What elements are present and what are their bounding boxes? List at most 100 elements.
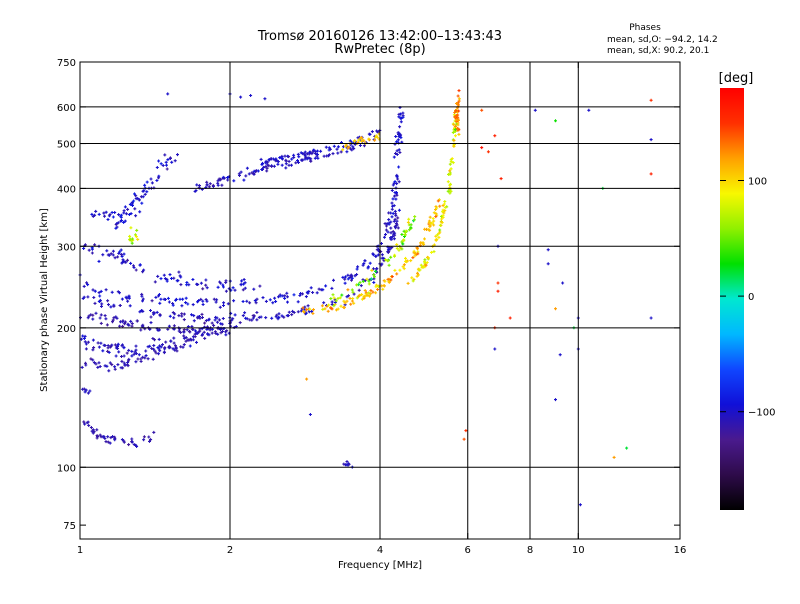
data-point xyxy=(142,435,146,439)
data-point xyxy=(332,304,336,308)
axis-ticks: 1 2 4 6 8 10 16 75 100 200 300 400 500 600 750 xyxy=(57,58,686,556)
data-point xyxy=(301,306,305,310)
data-point xyxy=(184,339,188,343)
data-point xyxy=(454,109,458,113)
data-point xyxy=(101,349,105,353)
data-point xyxy=(367,282,371,286)
data-point xyxy=(400,247,404,251)
data-point xyxy=(134,344,138,348)
data-point xyxy=(110,211,114,214)
data-point xyxy=(151,357,155,361)
data-point xyxy=(86,391,90,395)
data-point xyxy=(430,221,434,225)
data-point xyxy=(90,212,94,216)
data-point xyxy=(133,207,137,211)
data-point xyxy=(96,365,100,369)
data-point xyxy=(389,236,393,240)
data-point xyxy=(222,304,225,307)
data-point xyxy=(341,275,345,279)
data-point xyxy=(195,183,199,187)
data-point xyxy=(386,248,390,252)
data-point xyxy=(99,435,103,439)
data-point xyxy=(109,305,113,309)
data-point xyxy=(322,154,326,158)
data-point xyxy=(353,274,357,278)
data-point xyxy=(371,253,375,257)
data-point xyxy=(352,139,356,143)
data-point xyxy=(158,314,162,318)
data-point xyxy=(373,275,376,279)
data-point xyxy=(336,297,340,300)
data-point xyxy=(152,344,156,347)
data-point xyxy=(134,194,138,198)
data-point xyxy=(81,387,85,391)
data-point xyxy=(368,132,372,136)
data-point xyxy=(345,460,349,464)
data-point xyxy=(367,291,371,295)
data-point xyxy=(395,246,399,250)
data-point xyxy=(554,119,557,123)
data-point xyxy=(326,309,330,313)
data-point xyxy=(335,308,338,312)
data-point xyxy=(111,320,114,324)
data-point xyxy=(139,328,143,332)
data-points xyxy=(78,89,653,507)
data-point xyxy=(155,310,159,314)
data-point xyxy=(384,258,387,262)
data-point xyxy=(447,172,450,176)
data-point xyxy=(86,420,90,424)
data-point xyxy=(375,129,379,133)
data-point xyxy=(170,160,174,164)
data-point xyxy=(89,426,93,429)
data-point xyxy=(241,314,245,318)
data-point xyxy=(251,314,255,318)
data-point xyxy=(130,202,134,206)
data-point xyxy=(182,336,186,340)
data-point xyxy=(84,347,88,351)
data-point xyxy=(168,273,172,277)
data-point xyxy=(496,281,500,285)
data-point xyxy=(241,288,245,292)
data-point xyxy=(442,211,446,215)
data-point xyxy=(96,341,100,345)
data-point xyxy=(391,183,395,187)
data-point xyxy=(111,435,115,438)
data-point xyxy=(184,296,188,300)
data-point xyxy=(328,147,332,151)
data-point xyxy=(360,139,364,143)
data-point xyxy=(108,213,112,216)
data-point xyxy=(391,230,395,233)
data-point xyxy=(94,362,98,366)
data-point xyxy=(242,282,246,286)
data-point xyxy=(297,161,300,164)
data-point xyxy=(394,214,398,218)
data-point xyxy=(427,221,431,224)
data-point xyxy=(91,214,95,218)
data-point xyxy=(649,316,653,320)
data-point xyxy=(141,297,145,301)
data-point xyxy=(306,152,309,156)
data-point xyxy=(578,503,582,507)
data-point xyxy=(357,138,361,142)
data-point xyxy=(167,300,171,304)
data-point xyxy=(90,251,94,255)
data-point xyxy=(268,298,272,302)
data-point xyxy=(158,344,162,348)
data-point xyxy=(392,219,396,223)
data-point xyxy=(81,297,85,300)
data-point xyxy=(106,435,110,439)
data-point xyxy=(92,346,96,350)
data-point xyxy=(386,277,390,281)
data-point xyxy=(93,289,97,293)
data-point xyxy=(130,237,134,241)
data-point xyxy=(141,189,145,193)
data-point xyxy=(118,291,121,295)
data-point xyxy=(94,209,98,213)
data-point xyxy=(156,328,160,332)
data-point xyxy=(150,347,154,350)
data-point xyxy=(134,360,138,364)
data-point xyxy=(276,162,280,166)
data-point xyxy=(217,177,221,181)
data-point xyxy=(380,253,384,257)
data-point xyxy=(158,301,162,305)
